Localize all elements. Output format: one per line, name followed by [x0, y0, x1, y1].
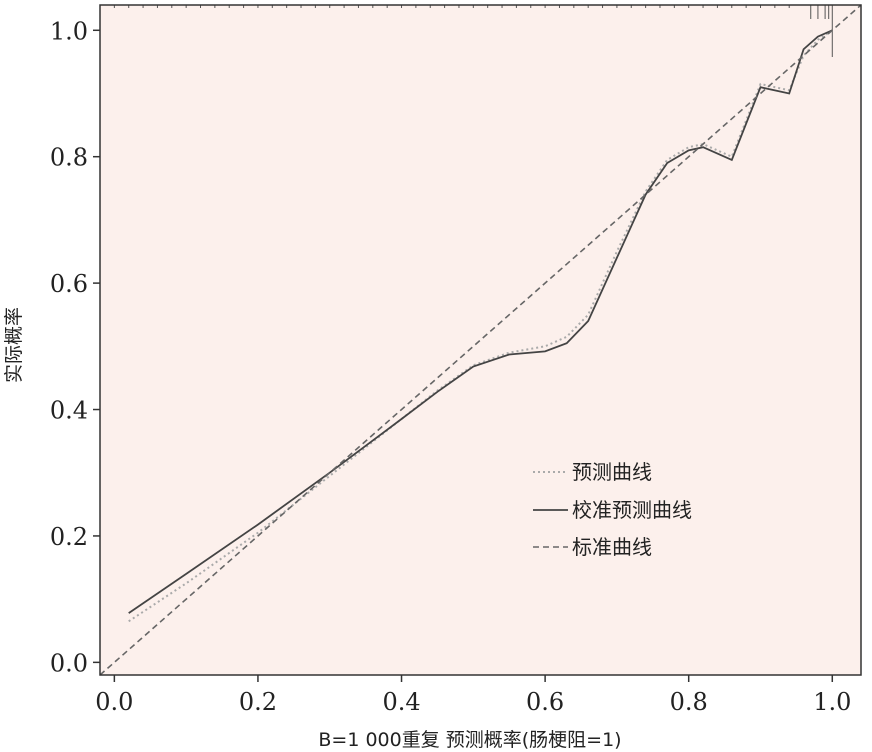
x-tick-label: 0.0	[95, 688, 133, 716]
series-line-2	[99, 4, 862, 676]
y-tick-label: 1.0	[50, 17, 88, 45]
y-axis: 0.0 0.2 0.4 0.6 0.8 1.0	[50, 17, 100, 677]
plot-frame	[99, 4, 862, 676]
legend: 预测曲线 校准预测曲线 标准曲线	[533, 460, 692, 559]
y-tick-label: 0.8	[50, 144, 88, 172]
legend-label-calibrated: 校准预测曲线	[572, 498, 692, 522]
x-tick-label: 0.8	[670, 688, 708, 716]
y-tick-label: 0.2	[50, 523, 88, 551]
x-axis: 0.0 0.2 0.4 0.6 0.8 1.0	[95, 675, 851, 716]
y-axis-title: 实际概率	[3, 307, 25, 383]
series-layer	[99, 4, 862, 676]
x-tick-label: 0.2	[239, 688, 277, 716]
series-line-0	[128, 29, 833, 623]
legend-label-predicted: 预测曲线	[572, 460, 652, 484]
x-tick-label: 0.6	[526, 688, 564, 716]
y-tick-label: 0.4	[50, 397, 88, 425]
series-line-1	[128, 29, 833, 614]
y-tick-label: 0.0	[50, 649, 88, 677]
x-tick-label: 0.4	[382, 688, 420, 716]
y-tick-label: 0.6	[50, 270, 88, 298]
legend-label-ideal: 标准曲线	[572, 535, 652, 559]
x-tick-label: 1.0	[813, 688, 851, 716]
x-axis-title: B=1 000重复 预测概率(肠梗阻=1)	[318, 729, 621, 751]
